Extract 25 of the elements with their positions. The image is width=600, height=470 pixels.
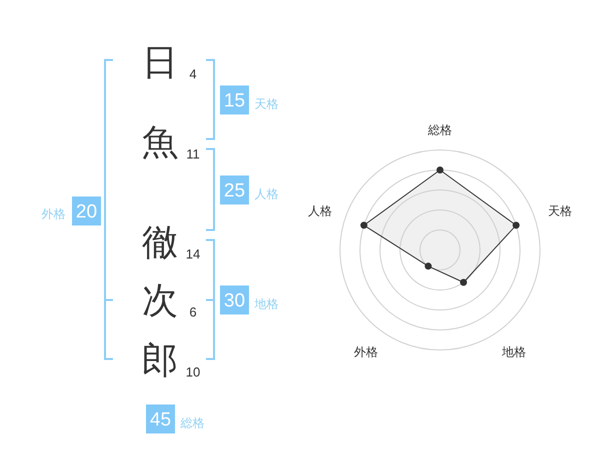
data-label: 20: [76, 202, 98, 222]
data-label: 14: [186, 246, 200, 262]
spoke-label: 天格: [548, 204, 572, 218]
category-label: 郎: [142, 340, 178, 380]
category-label: 天格: [254, 97, 278, 111]
spoke-label: 総格: [427, 123, 452, 137]
spoke-label: 人格: [308, 204, 332, 218]
category-label: 人格: [254, 187, 278, 201]
data-label: 45: [150, 410, 172, 430]
data-label: 25: [224, 180, 246, 202]
spoke-label: 外格: [354, 344, 378, 359]
spoke-label: 地格: [501, 344, 526, 359]
data-label: 6: [189, 304, 197, 320]
data-label: 4: [189, 66, 197, 82]
category-label: 徹: [142, 222, 178, 262]
data-label: 15: [224, 90, 246, 112]
category-label: 外格: [42, 207, 66, 221]
category-label: 日: [142, 42, 178, 82]
category-label: 次: [142, 280, 178, 320]
data-label: 11: [186, 146, 200, 162]
category-label: 地格: [254, 297, 278, 311]
data-label: 10: [186, 364, 200, 380]
category-label: 総格: [180, 416, 204, 430]
category-label: 魚: [142, 122, 178, 162]
data-label: 30: [224, 290, 246, 312]
